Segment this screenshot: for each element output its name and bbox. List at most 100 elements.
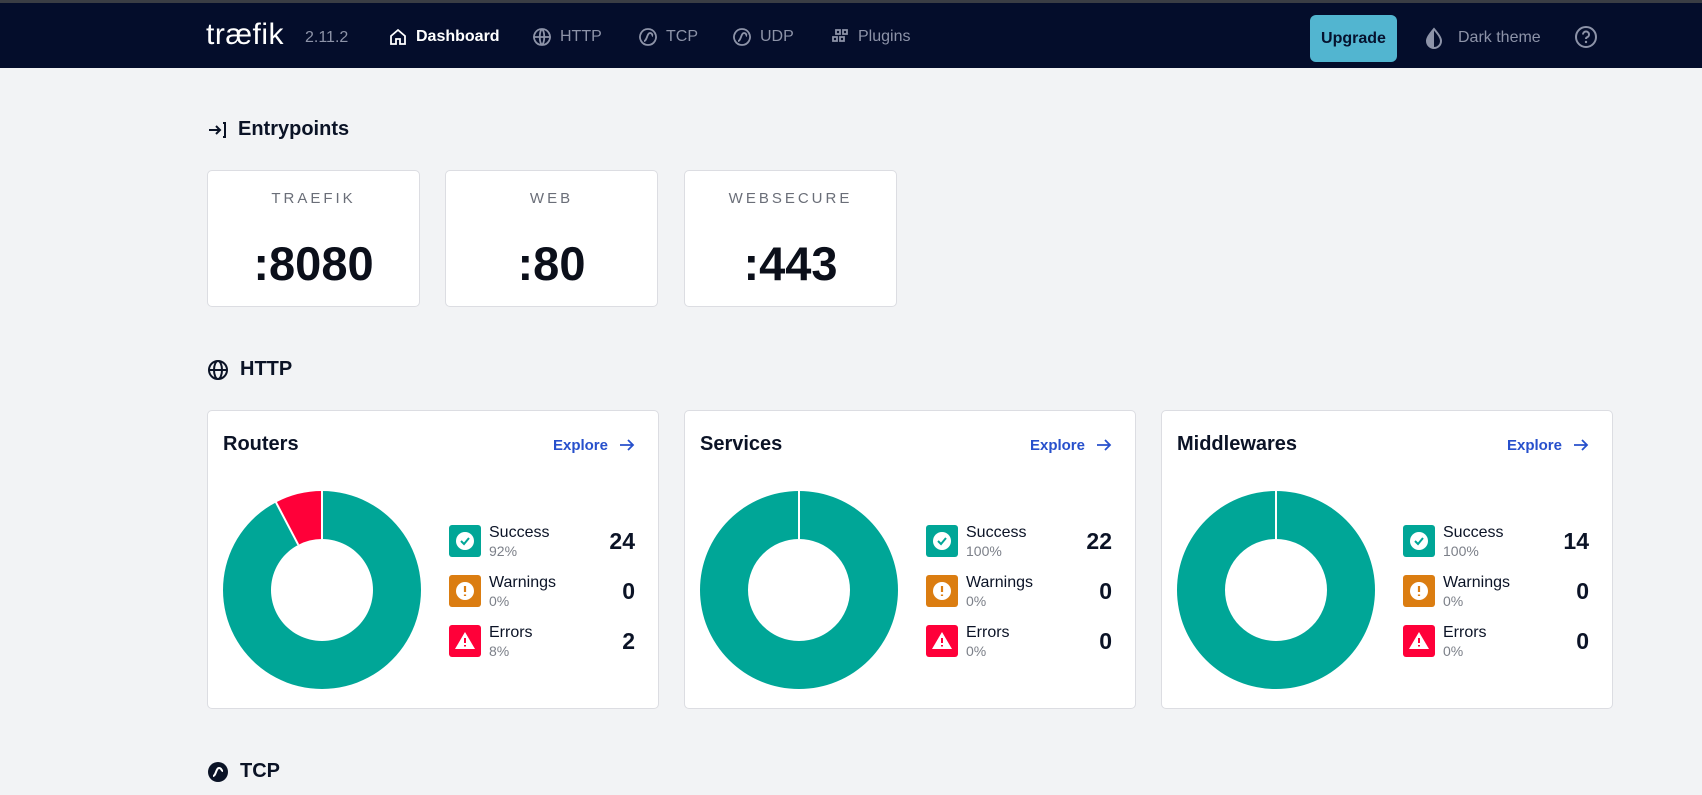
entrypoint-address: :80 — [517, 237, 586, 290]
nav-item[interactable]: HTTP — [532, 27, 602, 47]
segment-separator — [274, 500, 300, 546]
explore-link[interactable]: Explore — [1030, 435, 1114, 455]
glyph — [460, 537, 470, 546]
section-title: Entrypoints — [238, 118, 350, 140]
glyph — [933, 532, 951, 550]
icon-shape — [620, 439, 635, 451]
stat-percent: 0% — [1443, 643, 1464, 659]
icon-shape — [1097, 439, 1112, 451]
section-title: HTTP — [240, 358, 293, 380]
stat-row: Success 100% 22 — [926, 523, 1112, 563]
arrow-icon — [1097, 439, 1112, 451]
stat-row: Errors 0% 0 — [926, 623, 1112, 663]
stat-count: 22 — [1086, 528, 1112, 554]
stat-percent: 0% — [489, 593, 510, 609]
http-heading: HTTP — [207, 358, 292, 381]
arrow-icon — [1574, 439, 1589, 451]
stat-row: Warnings 0% 0 — [926, 573, 1112, 613]
card-title: Services — [700, 433, 783, 455]
card-title: Middlewares — [1177, 433, 1298, 455]
stat-icon — [926, 625, 958, 657]
glyph — [937, 537, 947, 546]
stat-percent: 8% — [489, 643, 510, 659]
nav-icon — [533, 28, 551, 46]
entrypoint-name: WEB — [529, 190, 574, 207]
logo[interactable]: træfik — [206, 18, 284, 51]
stat-icon — [926, 575, 958, 607]
stat-label: Errors — [489, 624, 533, 641]
top-bar: træfik 2.11.2 Upgrade Dark theme Dashboa… — [0, 0, 1702, 68]
nav-icon — [639, 28, 657, 46]
entrypoints-heading: Entrypoints — [207, 118, 349, 141]
nav-icon — [390, 28, 406, 45]
icon-shape — [733, 28, 751, 46]
nav-item[interactable]: Dashboard — [388, 27, 500, 47]
donut-chart — [1177, 491, 1375, 689]
stat-icon — [926, 525, 958, 557]
nav-label: Dashboard — [416, 28, 500, 45]
nav-item[interactable]: TCP — [638, 27, 698, 47]
stat-label: Success — [966, 524, 1027, 541]
http-card: Routers Explore Success 92% 24 Warnings 0% 0 Err… — [207, 410, 659, 709]
explore-label: Explore — [552, 436, 608, 454]
upgrade-button[interactable]: Upgrade — [1310, 15, 1397, 62]
nav-label: TCP — [666, 28, 698, 45]
status-glyph — [1410, 532, 1428, 550]
donut-chart — [223, 491, 421, 689]
stat-label: Success — [1443, 524, 1504, 541]
entrypoint-name: TRAEFIK — [271, 190, 356, 207]
donut-segment — [223, 491, 421, 689]
globe-icon — [208, 359, 228, 380]
stat-percent: 0% — [966, 593, 987, 609]
arrow-icon — [620, 439, 635, 451]
entrypoint-card: TRAEFIK:8080 — [207, 170, 420, 307]
icon-shape — [639, 28, 657, 46]
status-glyph — [933, 532, 951, 550]
stat-count: 0 — [1099, 628, 1112, 654]
stat-icon — [449, 625, 481, 657]
stat-row: Errors 0% 0 — [1403, 623, 1589, 663]
entrypoint-address: :443 — [743, 237, 838, 290]
entrypoint-card: WEBSECURE :443 — [684, 170, 897, 307]
status-glyph — [933, 582, 951, 600]
theme-label: Dark theme — [1458, 29, 1541, 46]
nav-item[interactable]: UDP — [732, 27, 794, 47]
card-title: Routers — [223, 433, 299, 455]
nav-icon — [832, 29, 848, 42]
stat-label: Warnings — [489, 574, 556, 591]
entrypoint-name: WEBSECURE — [728, 190, 853, 207]
stat-count: 0 — [1099, 578, 1112, 604]
glyph — [456, 532, 474, 550]
stat-label: Warnings — [966, 574, 1033, 591]
donut-segment — [700, 491, 898, 689]
http-card: Services Explore Success 100% 22 Warnings 0% 0 E… — [684, 410, 1136, 709]
stat-icon — [1403, 575, 1435, 607]
explore-link[interactable]: Explore — [553, 435, 637, 455]
donut-segment — [1177, 491, 1375, 689]
theme-toggle[interactable]: Dark theme — [1424, 27, 1541, 49]
stat-count: 0 — [1576, 628, 1589, 654]
help-icon[interactable] — [1574, 25, 1598, 49]
glyph — [1410, 532, 1428, 550]
nav-item[interactable]: Plugins — [830, 27, 910, 47]
stat-row: Errors 8% 2 — [449, 623, 635, 663]
status-glyph — [456, 532, 474, 550]
donut-segment — [275, 491, 322, 545]
tcp-heading: TCP — [207, 760, 280, 783]
donut-chart — [700, 491, 898, 689]
explore-link[interactable]: Explore — [1507, 435, 1591, 455]
stat-percent: 100% — [966, 543, 1002, 559]
nav-label: UDP — [760, 28, 794, 45]
section-title: TCP — [240, 760, 280, 782]
stat-count: 0 — [622, 578, 635, 604]
icon-shape — [1574, 439, 1589, 451]
http-card: Middlewares Explore Success 100% 14 Warnings 0… — [1161, 410, 1613, 709]
stat-icon — [449, 575, 481, 607]
stat-count: 24 — [609, 528, 635, 554]
stat-label: Success — [489, 524, 550, 541]
stat-label: Warnings — [1443, 574, 1510, 591]
stat-count: 14 — [1563, 528, 1589, 554]
stat-row: Warnings 0% 0 — [1403, 573, 1589, 613]
stat-icon — [449, 525, 481, 557]
